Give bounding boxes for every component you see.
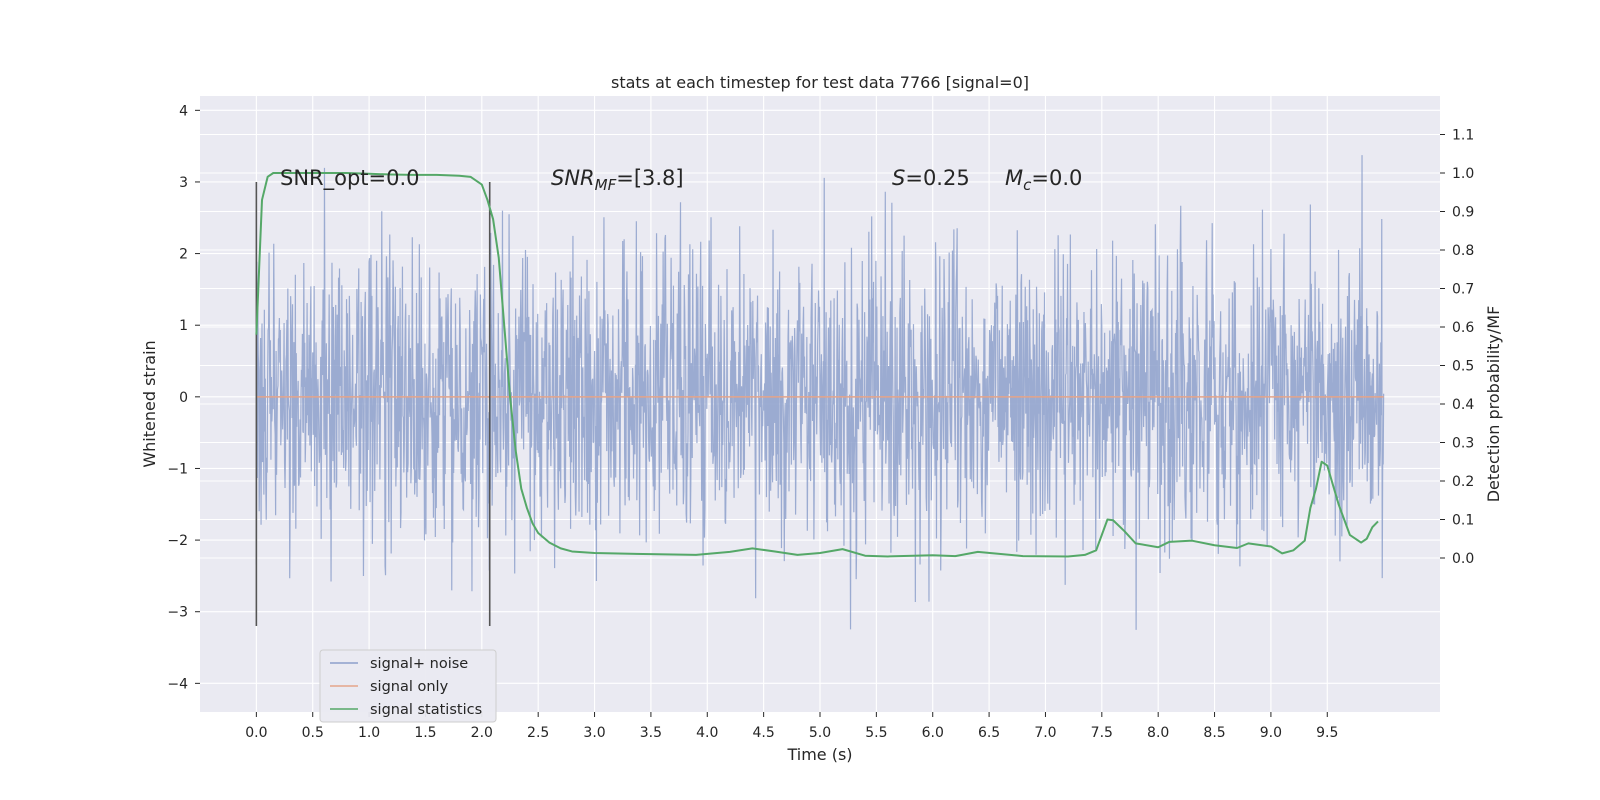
x-tick-label-3: 1.5 [414, 725, 436, 741]
y-tick-label-4: 0 [179, 390, 188, 406]
y2-tick-label-4: 0.7 [1452, 282, 1474, 298]
x-tick-label-9: 4.5 [753, 725, 775, 741]
annotation-mc-value: =0.0 [1031, 166, 1082, 190]
signal-statistics-series [255, 172, 1379, 558]
signal-plus-noise-series [255, 155, 1385, 630]
x-tick-label-8: 4.0 [696, 725, 718, 741]
vertical-markers [255, 181, 491, 627]
legend-label-signal-only: signal only [370, 679, 449, 695]
x-tick-label-2: 1.0 [358, 725, 380, 741]
legend-box [319, 649, 497, 723]
annotation-snr-mf-value: =[3.8] [616, 166, 683, 190]
legend-label-signal-statistics: signal statistics [370, 702, 482, 718]
x-tick-label-10: 5.0 [809, 725, 831, 741]
y-tick-label-1: 3 [179, 175, 188, 191]
x-tick-label-6: 3.0 [583, 725, 605, 741]
y-tick-label-0: 4 [179, 103, 188, 119]
y2-tick-label-3: 0.8 [1452, 243, 1474, 259]
x-tick-label-16: 8.0 [1147, 725, 1169, 741]
annotation-s: S=0.25 [892, 166, 970, 190]
x-tick-label-17: 8.5 [1203, 725, 1225, 741]
y2-axis-label: Detection probability/MF [1484, 306, 1503, 503]
y-tick-label-2: 2 [179, 247, 188, 263]
annotation-snr-mf: SNRMF=[3.8] [551, 166, 684, 194]
y-tick-label-3: 1 [179, 318, 188, 334]
legend-label-signal-plus-noise: signal+ noise [370, 656, 468, 672]
annotation-mc-subscript: c [1023, 176, 1032, 194]
y2-tick-label-8: 0.3 [1452, 436, 1474, 452]
y-tick-label-6: −2 [167, 533, 188, 549]
x-tick-label-11: 5.5 [865, 725, 887, 741]
x-axis-label: Time (s) [786, 745, 852, 764]
y2-axis-ticks: 1.1 1.0 0.9 0.8 0.7 0.6 0.5 0.4 0.3 0.2 0.1 0.0 [1440, 128, 1474, 567]
y2-tick-label-2: 0.9 [1452, 205, 1474, 221]
signal-statistics-line [255, 172, 1379, 558]
chart-title: stats at each timestep for test data 776… [611, 73, 1029, 92]
y2-tick-label-1: 1.0 [1452, 166, 1474, 182]
y-tick-label-8: −4 [167, 676, 188, 692]
x-tick-label-15: 7.5 [1091, 725, 1113, 741]
x-tick-label-7: 3.5 [640, 725, 662, 741]
y2-tick-label-0: 1.1 [1452, 128, 1474, 144]
x-tick-label-14: 7.0 [1034, 725, 1056, 741]
y-tick-label-5: −1 [167, 461, 188, 477]
y2-tick-label-6: 0.5 [1452, 359, 1474, 375]
signal-plus-noise-line [255, 155, 1385, 630]
y-tick-label-7: −3 [167, 605, 188, 621]
x-tick-label-5: 2.5 [527, 725, 549, 741]
x-tick-label-1: 0.5 [302, 725, 324, 741]
x-tick-label-4: 2.0 [471, 725, 493, 741]
x-tick-label-18: 9.0 [1260, 725, 1282, 741]
y2-tick-label-5: 0.6 [1452, 320, 1474, 336]
x-tick-label-13: 6.5 [978, 725, 1000, 741]
y2-tick-label-9: 0.2 [1452, 474, 1474, 490]
annotation-mc-prefix: M [1005, 166, 1023, 190]
x-tick-label-12: 6.0 [922, 725, 944, 741]
annotation-mc: Mc=0.0 [1005, 166, 1082, 194]
annotation-s-prefix: S [892, 166, 905, 190]
y2-tick-label-10: 0.1 [1452, 513, 1474, 529]
y-axis-ticks: 4 3 2 1 0 −1 −2 −3 −4 [167, 103, 200, 692]
legend: signal+ noise signal only signal statist… [319, 649, 497, 723]
annotation-snr-mf-subscript: MF [595, 176, 617, 194]
y2-tick-label-7: 0.4 [1452, 397, 1474, 413]
annotation-snr-opt: SNR_opt=0.0 [280, 166, 420, 191]
annotation-snr-mf-prefix: SNR [551, 166, 595, 190]
y-axis-label: Whitened strain [140, 340, 159, 467]
y2-tick-label-11: 0.0 [1452, 551, 1474, 567]
x-tick-label-0: 0.0 [245, 725, 267, 741]
annotation-s-value: =0.25 [905, 166, 969, 190]
x-tick-label-19: 9.5 [1316, 725, 1338, 741]
x-axis-ticks: 0.0 0.5 1.0 1.5 2.0 2.5 3.0 3.5 4.0 4.5 5.0 5.5 6.0 6… [245, 712, 1338, 741]
